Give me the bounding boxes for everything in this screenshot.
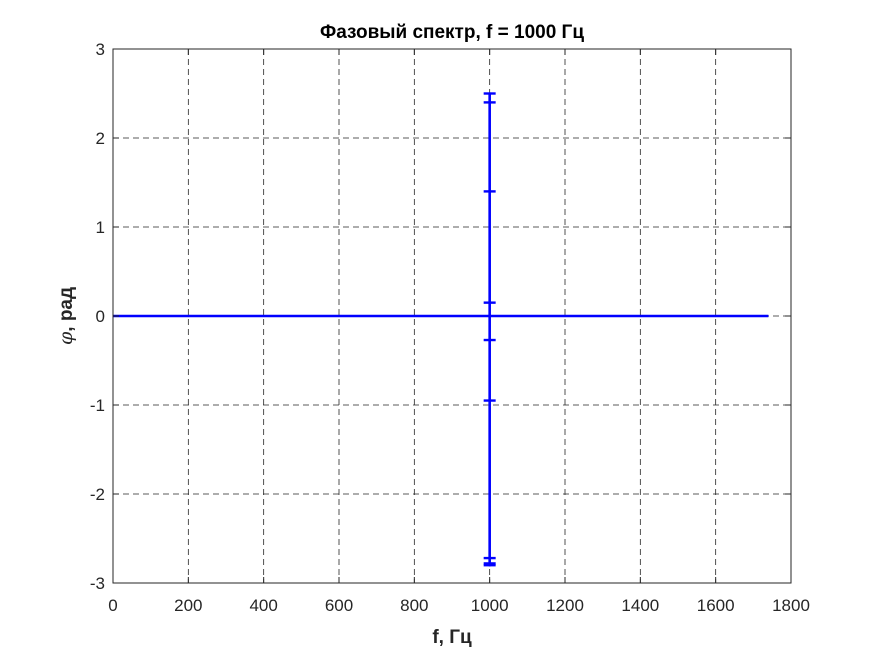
- x-tick-label: 1800: [772, 596, 810, 615]
- x-tick-labels: 0 200 400 600 800 1000 1200 1400 1600 1800: [108, 596, 810, 615]
- x-tick-label: 200: [174, 596, 202, 615]
- y-tick-label: -3: [90, 574, 105, 593]
- x-tick-label: 1600: [697, 596, 735, 615]
- x-tick-label: 1200: [546, 596, 584, 615]
- y-tick-label: -2: [90, 485, 105, 504]
- x-tick-label: 600: [325, 596, 353, 615]
- x-tick-label: 800: [400, 596, 428, 615]
- y-tick-label: -1: [90, 396, 105, 415]
- chart-title: Фазовый спектр, f = 1000 Гц: [320, 22, 584, 43]
- y-tick-labels: -3 -2 -1 0 1 2 3: [90, 40, 105, 593]
- y-tick-label: 0: [96, 307, 105, 326]
- y-axis-label-symbol: φ: [55, 331, 77, 345]
- series-layer: [113, 92, 769, 567]
- y-tick-label: 3: [96, 40, 105, 59]
- x-tick-label: 400: [249, 596, 277, 615]
- y-axis-label: φ, рад: [55, 287, 77, 345]
- x-tick-label: 1400: [621, 596, 659, 615]
- y-axis-label-text: , рад: [56, 287, 77, 332]
- x-tick-label: 1000: [471, 596, 509, 615]
- y-tick-label: 2: [96, 129, 105, 148]
- x-axis-label: f, Гц: [432, 627, 472, 648]
- series-line: [113, 92, 769, 567]
- y-tick-label: 1: [96, 218, 105, 237]
- ticks: [112, 48, 792, 584]
- x-tick-label: 0: [108, 596, 117, 615]
